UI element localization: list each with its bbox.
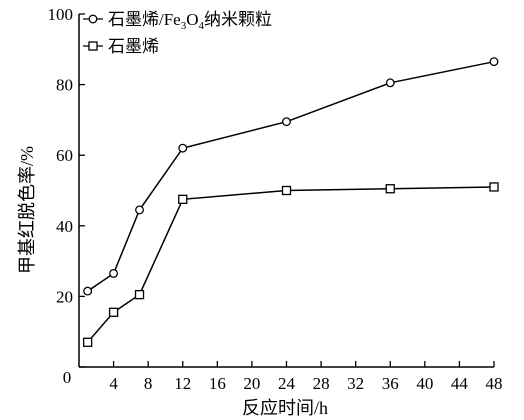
series-line-2 <box>87 186 495 343</box>
x-tick-label: 24 <box>278 374 296 393</box>
y-tick-label: 80 <box>56 76 73 95</box>
series-layer <box>82 57 499 347</box>
y-tick-label: 100 <box>48 5 74 24</box>
legend-label-1-tail: 纳米颗粒 <box>204 10 272 29</box>
legend-label-1: 石墨烯/Fe3O4纳米颗粒 <box>108 10 272 32</box>
series-1-point <box>109 269 119 278</box>
legend-marker-circle <box>88 14 98 24</box>
x-axis-title: 反应时间/h <box>242 398 328 418</box>
x-tick-label: 28 <box>313 374 330 393</box>
y-tick-label: 20 <box>56 287 73 306</box>
legend-marker-square <box>88 41 98 51</box>
series-1-point <box>135 205 144 215</box>
series-2-point <box>82 337 93 347</box>
x-tick-label: 32 <box>347 374 364 393</box>
legend-label-1-main: 石墨烯/Fe <box>108 10 181 29</box>
legend-item-graphene-fe3o4: 石墨烯/Fe3O4纳米颗粒 <box>83 10 272 32</box>
legend-label-2: 石墨烯 <box>108 37 159 56</box>
y-tick-label: 40 <box>56 217 73 236</box>
series-2-point <box>385 184 395 194</box>
x-tick-label: 12 <box>174 374 191 393</box>
series-line-1 <box>87 60 495 292</box>
series-2-point <box>108 307 119 317</box>
x-tick-label: 40 <box>416 374 433 393</box>
x-ticks: 4 8 12 16 20 24 28 32 36 40 44 48 <box>109 361 503 393</box>
x-tick-label: 8 <box>144 374 153 393</box>
x-tick-label: 48 <box>486 374 503 393</box>
series-1-point <box>178 143 188 153</box>
legend-item-graphene: 石墨烯 <box>83 37 159 56</box>
series-2-point <box>134 289 145 300</box>
y-axis-title: 甲基红脱色率/% <box>17 146 37 274</box>
x-tick-label: 4 <box>109 374 118 393</box>
y-tick-label: 60 <box>56 146 73 165</box>
y-tick-label: 0 <box>63 368 72 387</box>
series-1-point <box>489 57 499 67</box>
y-ticks: 0 20 40 60 80 100 <box>48 5 85 387</box>
legend-label-1-sub2: 4 <box>199 20 205 32</box>
x-tick-label: 36 <box>382 374 399 393</box>
series-1-point <box>282 117 291 127</box>
series-1-point <box>83 286 93 296</box>
legend-label-1-mid: O <box>186 10 198 29</box>
legend: 石墨烯/Fe3O4纳米颗粒 石墨烯 <box>83 10 272 56</box>
series-2-point <box>489 182 499 192</box>
x-tick-label: 20 <box>243 374 260 393</box>
x-tick-label: 44 <box>451 374 469 393</box>
x-tick-label: 16 <box>209 374 226 393</box>
series-1-point <box>385 78 395 88</box>
series-2-point <box>178 194 188 204</box>
series-2-point <box>281 185 292 196</box>
legend-label-1-sub1: 3 <box>181 20 187 32</box>
